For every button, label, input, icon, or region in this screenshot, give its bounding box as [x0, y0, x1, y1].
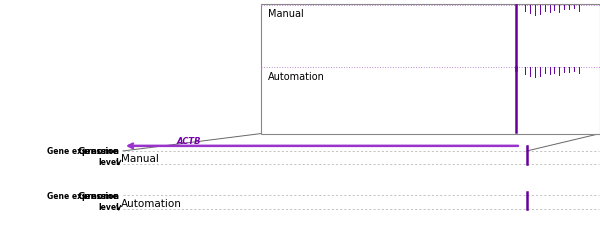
- Text: Manual: Manual: [121, 153, 159, 163]
- Text: Gene expression
level: Gene expression level: [47, 147, 119, 166]
- Text: ACTB: ACTB: [177, 137, 202, 146]
- Bar: [261, 5, 600, 134]
- Text: Gene expression
level: Gene expression level: [47, 191, 119, 211]
- Text: Automation: Automation: [268, 72, 325, 82]
- Text: Automation: Automation: [121, 198, 182, 208]
- Text: Genome: Genome: [77, 147, 119, 156]
- Text: Genome: Genome: [77, 191, 119, 200]
- Text: Manual: Manual: [268, 9, 304, 19]
